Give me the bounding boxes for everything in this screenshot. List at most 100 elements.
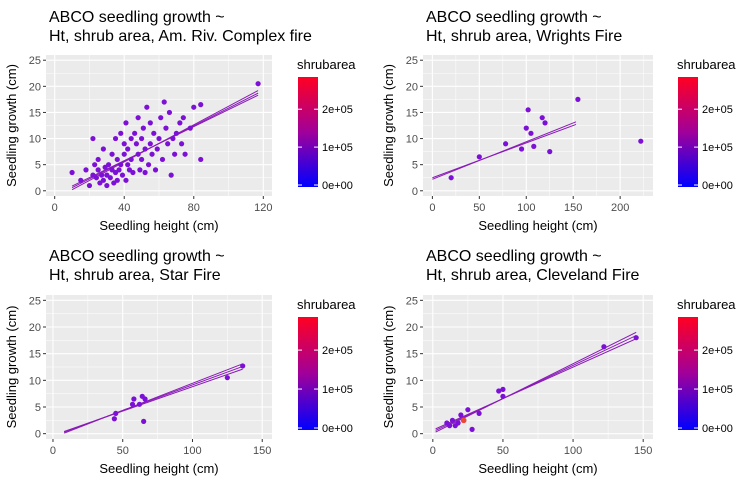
chart-panel-3: ABCO seedling growth ~ Ht, shrub area, St… [4,248,356,476]
data-point [139,135,145,142]
data-point [69,169,75,176]
data-point [531,143,537,149]
data-point [447,423,453,429]
legend-label: 1e+05 [702,384,733,396]
data-point [125,146,131,152]
data-point [173,130,179,136]
data-point [161,99,167,105]
data-point [525,107,531,113]
legend-label: 1e+05 [322,142,353,154]
chart-title-line1: ABCO seedling growth ~ [49,248,225,265]
data-point [95,167,101,173]
y-tick-label: 0 [412,186,418,198]
y-tick-label: 10 [29,134,41,146]
data-point [448,175,454,181]
data-point [224,375,230,381]
data-point [476,154,482,160]
x-tick-label: 100 [183,445,201,457]
x-tick-label: 50 [497,445,509,457]
y-tick-label: 25 [406,295,418,307]
y-axis-title: Seedling growth (cm) [4,64,19,187]
chart-title-line2: Ht, shrub area, Cleveland Fire [426,267,640,284]
data-point [465,407,471,413]
data-point [458,412,464,418]
data-point [170,135,176,142]
data-point [142,146,148,152]
x-tick-label: 80 [188,202,200,214]
data-point [198,156,204,163]
data-point [113,410,119,416]
x-tick-label: 40 [118,202,130,214]
data-point [539,115,545,121]
y-tick-label: 15 [29,107,41,119]
data-point [240,363,246,369]
data-point [114,177,120,183]
legend-label: 2e+05 [322,345,353,357]
legend-label: 2e+05 [702,345,733,357]
chart-title-line2: Ht, shrub area, Am. Riv. Complex fire [49,28,312,45]
y-tick-label: 5 [35,402,41,414]
data-point [147,141,153,147]
data-point [107,175,113,181]
y-tick-label: 0 [412,429,418,441]
data-point [144,104,150,110]
data-point [187,125,193,131]
data-point [455,420,461,426]
y-tick-label: 0 [35,429,41,441]
data-point [147,120,153,126]
data-point [137,167,143,173]
data-point [542,120,548,126]
y-tick-label: 25 [29,55,41,67]
y-tick-label: 0 [35,186,41,198]
x-tick-label: 150 [634,445,652,457]
y-axis-title: Seedling growth (cm) [4,306,19,429]
y-tick-label: 5 [35,160,41,172]
data-point [83,167,89,173]
y-tick-label: 20 [29,81,41,93]
data-point [100,146,106,152]
y-tick-label: 25 [406,55,418,67]
legend-label: 0e+00 [702,180,733,192]
legend-colorbar [298,317,318,430]
x-tick-label: 200 [611,202,629,214]
data-point [163,125,169,131]
regression-line [63,368,243,433]
x-tick-label: 120 [254,202,272,214]
y-tick-label: 20 [29,322,41,334]
data-point [177,120,183,126]
data-point [149,151,155,157]
data-point [633,335,639,341]
data-point [191,104,197,110]
data-point [119,172,126,178]
data-point [135,115,141,121]
y-tick-label: 15 [406,107,418,119]
data-point [93,175,100,181]
legend-label: 0e+00 [702,423,733,435]
y-axis-title: Seedling growth (cm) [381,306,396,429]
chart-panel-1: ABCO seedling growth ~ Ht, shrub area, Am… [4,9,356,233]
y-tick-label: 20 [406,322,418,334]
data-point [109,151,115,157]
x-tick-label: 100 [517,202,535,214]
chart-title-line1: ABCO seedling growth ~ [49,9,225,26]
data-point [99,172,105,178]
data-point [500,393,506,399]
legend-label: 2e+05 [702,104,733,116]
data-point [139,156,145,163]
regression-line [435,338,637,430]
data-point [255,81,261,87]
data-point [575,96,581,102]
chart-title-line2: Ht, shrub area, Wrights Fire [426,28,622,45]
legend-title: shrubarea [297,57,356,72]
x-tick-label: 150 [564,202,582,214]
data-point [136,401,143,407]
data-point [156,135,162,142]
x-tick-label: 50 [117,445,129,457]
data-point [128,156,134,163]
legend-colorbar [678,77,698,187]
y-tick-label: 15 [406,349,418,361]
y-tick-label: 10 [406,375,418,387]
legend-title: shrubarea [677,57,736,72]
data-point [90,135,96,142]
data-point [121,141,127,147]
